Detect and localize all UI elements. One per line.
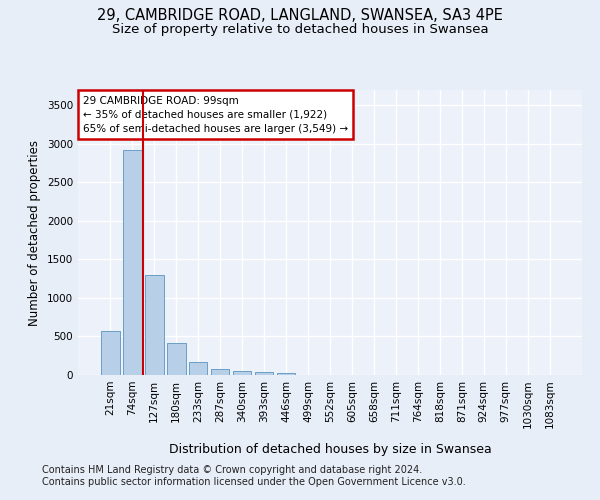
Bar [255,372,274,375]
Text: 29, CAMBRIDGE ROAD, LANGLAND, SWANSEA, SA3 4PE: 29, CAMBRIDGE ROAD, LANGLAND, SWANSEA, S… [97,8,503,22]
Bar [145,275,164,375]
Y-axis label: Number of detached properties: Number of detached properties [28,140,41,326]
Bar [123,150,142,375]
Bar [277,373,295,375]
Bar [101,331,119,375]
Bar [211,369,229,375]
Text: Contains HM Land Registry data © Crown copyright and database right 2024.
Contai: Contains HM Land Registry data © Crown c… [42,465,466,486]
Bar [189,362,208,375]
Text: Distribution of detached houses by size in Swansea: Distribution of detached houses by size … [169,442,491,456]
Text: 29 CAMBRIDGE ROAD: 99sqm
← 35% of detached houses are smaller (1,922)
65% of sem: 29 CAMBRIDGE ROAD: 99sqm ← 35% of detach… [83,96,348,134]
Bar [233,371,251,375]
Bar [167,343,185,375]
Text: Size of property relative to detached houses in Swansea: Size of property relative to detached ho… [112,22,488,36]
